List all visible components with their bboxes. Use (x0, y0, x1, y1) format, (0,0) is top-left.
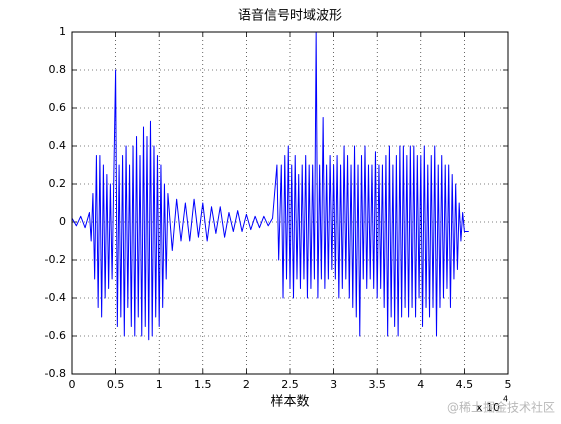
x-tick-label: 1.5 (194, 378, 212, 391)
y-tick-label: 1 (59, 25, 66, 38)
x-tick-label: 5 (505, 378, 512, 391)
plot-frame (71, 31, 509, 375)
y-tick-label: 0.4 (49, 139, 67, 152)
waveform-line (71, 31, 469, 341)
y-tick-label: -0.2 (45, 253, 66, 266)
x-multiplier: x 10 (476, 401, 500, 414)
y-tick-label: -0.8 (45, 367, 66, 380)
x-tick-label: 0.5 (107, 378, 125, 391)
x-axis-label: 样本数 (270, 395, 309, 410)
y-tick-label: -0.4 (45, 291, 66, 304)
y-tick-label: 0.6 (49, 101, 67, 114)
y-tick-label: 0.2 (49, 177, 67, 190)
x-tick-label: 4 (417, 378, 424, 391)
x-multiplier-exponent: 4 (503, 395, 508, 404)
x-tick-label: 1 (156, 378, 163, 391)
y-tick-label: 0 (59, 215, 66, 228)
x-tick-label: 4.5 (456, 378, 474, 391)
x-tick-label: 2 (243, 378, 250, 391)
watermark: @稀土掘金技术社区 (447, 400, 555, 415)
x-tick-label: 0 (69, 378, 76, 391)
x-tick-label: 3 (330, 378, 337, 391)
y-tick-label: -0.6 (45, 329, 66, 342)
chart-title: 语音信号时域波形 (238, 8, 342, 24)
y-tick-label: 0.8 (49, 63, 67, 76)
x-tick-label: 3.5 (368, 378, 386, 391)
x-tick-label: 2.5 (281, 378, 299, 391)
